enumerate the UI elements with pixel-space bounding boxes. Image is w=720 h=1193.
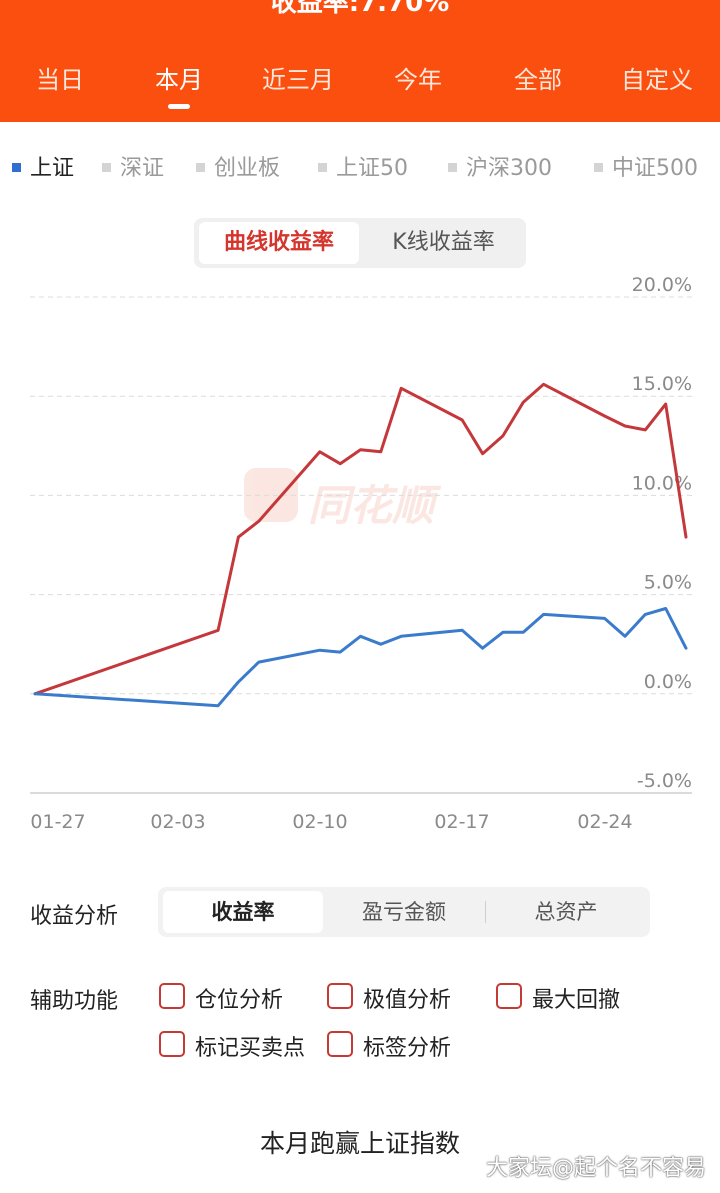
return-rate-title: 收益率:7.70% xyxy=(270,0,450,18)
analysis-profit-amount-button[interactable]: 盈亏金额 xyxy=(362,900,446,924)
checkbox-icon xyxy=(327,983,353,1009)
tab-this-month[interactable]: 本月 xyxy=(155,66,203,94)
y-tick-label: 0.0% xyxy=(644,671,692,693)
x-tick-label: 02-10 xyxy=(292,811,347,833)
index-option-chinext[interactable]: 创业板 xyxy=(196,150,280,182)
analysis-label: 收益分析 xyxy=(30,904,119,929)
curve-return-button[interactable]: 曲线收益率 xyxy=(199,222,359,264)
y-tick-label: 15.0% xyxy=(632,373,692,395)
legend-dot-icon xyxy=(448,162,457,172)
index-option-shenzhen[interactable]: 深证 xyxy=(102,150,164,182)
legend-dot-icon xyxy=(12,162,21,172)
active-tab-indicator xyxy=(168,104,190,109)
y-tick-label: -5.0% xyxy=(637,770,692,792)
return-chart: 20.0% 15.0% 10.0% 5.0% 0.0% -5.0% 01-27 02-03 02… xyxy=(30,274,692,833)
analysis-return-rate-button[interactable]: 收益率 xyxy=(163,891,323,933)
legend-dot-icon xyxy=(318,162,327,172)
analysis-total-assets-button[interactable]: 总资产 xyxy=(534,900,598,924)
divider xyxy=(485,901,486,923)
index-option-csi500[interactable]: 中证500 xyxy=(594,150,698,182)
legend-dot-icon xyxy=(196,162,205,172)
watermark: 同花顺 xyxy=(244,468,484,530)
legend-dot-icon xyxy=(102,162,111,172)
x-tick-label: 02-24 xyxy=(577,811,632,833)
forum-user-watermark: 大家坛@起个名不容易 xyxy=(485,1156,706,1181)
watermark-logo-icon xyxy=(244,468,298,522)
period-tabs: 当日 本月 近三月 今年 全部 自定义 xyxy=(0,60,720,100)
tab-last-three-months[interactable]: 近三月 xyxy=(262,66,334,94)
checkbox-icon xyxy=(327,1031,353,1057)
legend-dot-icon xyxy=(594,162,603,172)
portfolio-return-line xyxy=(33,382,688,696)
checkbox-icon xyxy=(159,1031,185,1057)
tab-today[interactable]: 当日 xyxy=(36,66,84,94)
index-option-sse50[interactable]: 上证50 xyxy=(318,150,408,182)
index-return-line xyxy=(33,607,688,708)
x-tick-label: 02-17 xyxy=(434,811,489,833)
index-option-shanghai[interactable]: 上证 xyxy=(12,150,74,182)
checkbox-icon xyxy=(159,983,185,1009)
tab-this-year[interactable]: 今年 xyxy=(394,66,442,94)
x-tick-label: 01-27 xyxy=(30,811,85,833)
chart-mode-toggle: 曲线收益率 K线收益率 xyxy=(194,218,526,268)
index-option-csi300[interactable]: 沪深300 xyxy=(448,150,552,182)
y-tick-label: 5.0% xyxy=(644,572,692,594)
x-tick-label: 02-03 xyxy=(150,811,205,833)
index-selector: 上证 深证 创业板 上证50 沪深300 中证500 xyxy=(0,150,720,184)
tab-all[interactable]: 全部 xyxy=(514,66,562,94)
y-tick-label: 10.0% xyxy=(632,472,692,494)
tab-custom[interactable]: 自定义 xyxy=(621,66,693,94)
aux-label: 辅助功能 xyxy=(30,989,119,1014)
y-tick-label: 20.0% xyxy=(632,274,692,296)
watermark-text: 同花顺 xyxy=(308,481,435,530)
checkbox-icon xyxy=(496,983,522,1009)
beat-index-summary: 本月跑赢上证指数 xyxy=(259,1129,460,1158)
kline-return-button[interactable]: K线收益率 xyxy=(392,230,495,255)
header-bar: 收益率:7.70% 当日 本月 近三月 今年 全部 自定义 xyxy=(0,0,720,122)
analysis-toggle: 收益率 盈亏金额 总资产 xyxy=(158,887,650,937)
